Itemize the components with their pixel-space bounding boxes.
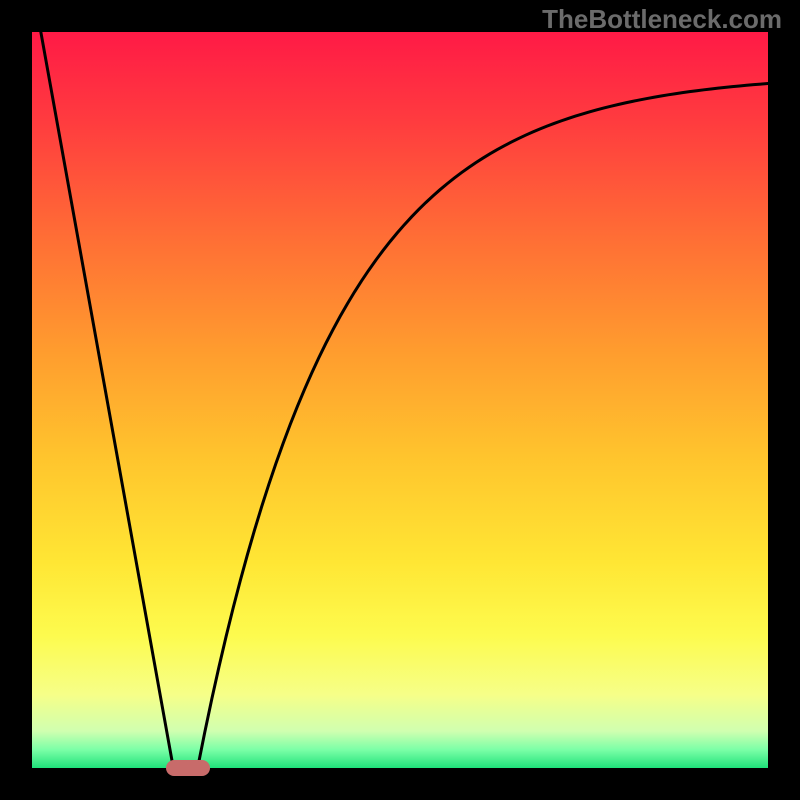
watermark-text: TheBottleneck.com [542,4,782,35]
curve-overlay [32,32,768,768]
chart-container: TheBottleneck.com [0,0,800,800]
plot-area [32,32,768,768]
bottleneck-marker [166,760,210,776]
